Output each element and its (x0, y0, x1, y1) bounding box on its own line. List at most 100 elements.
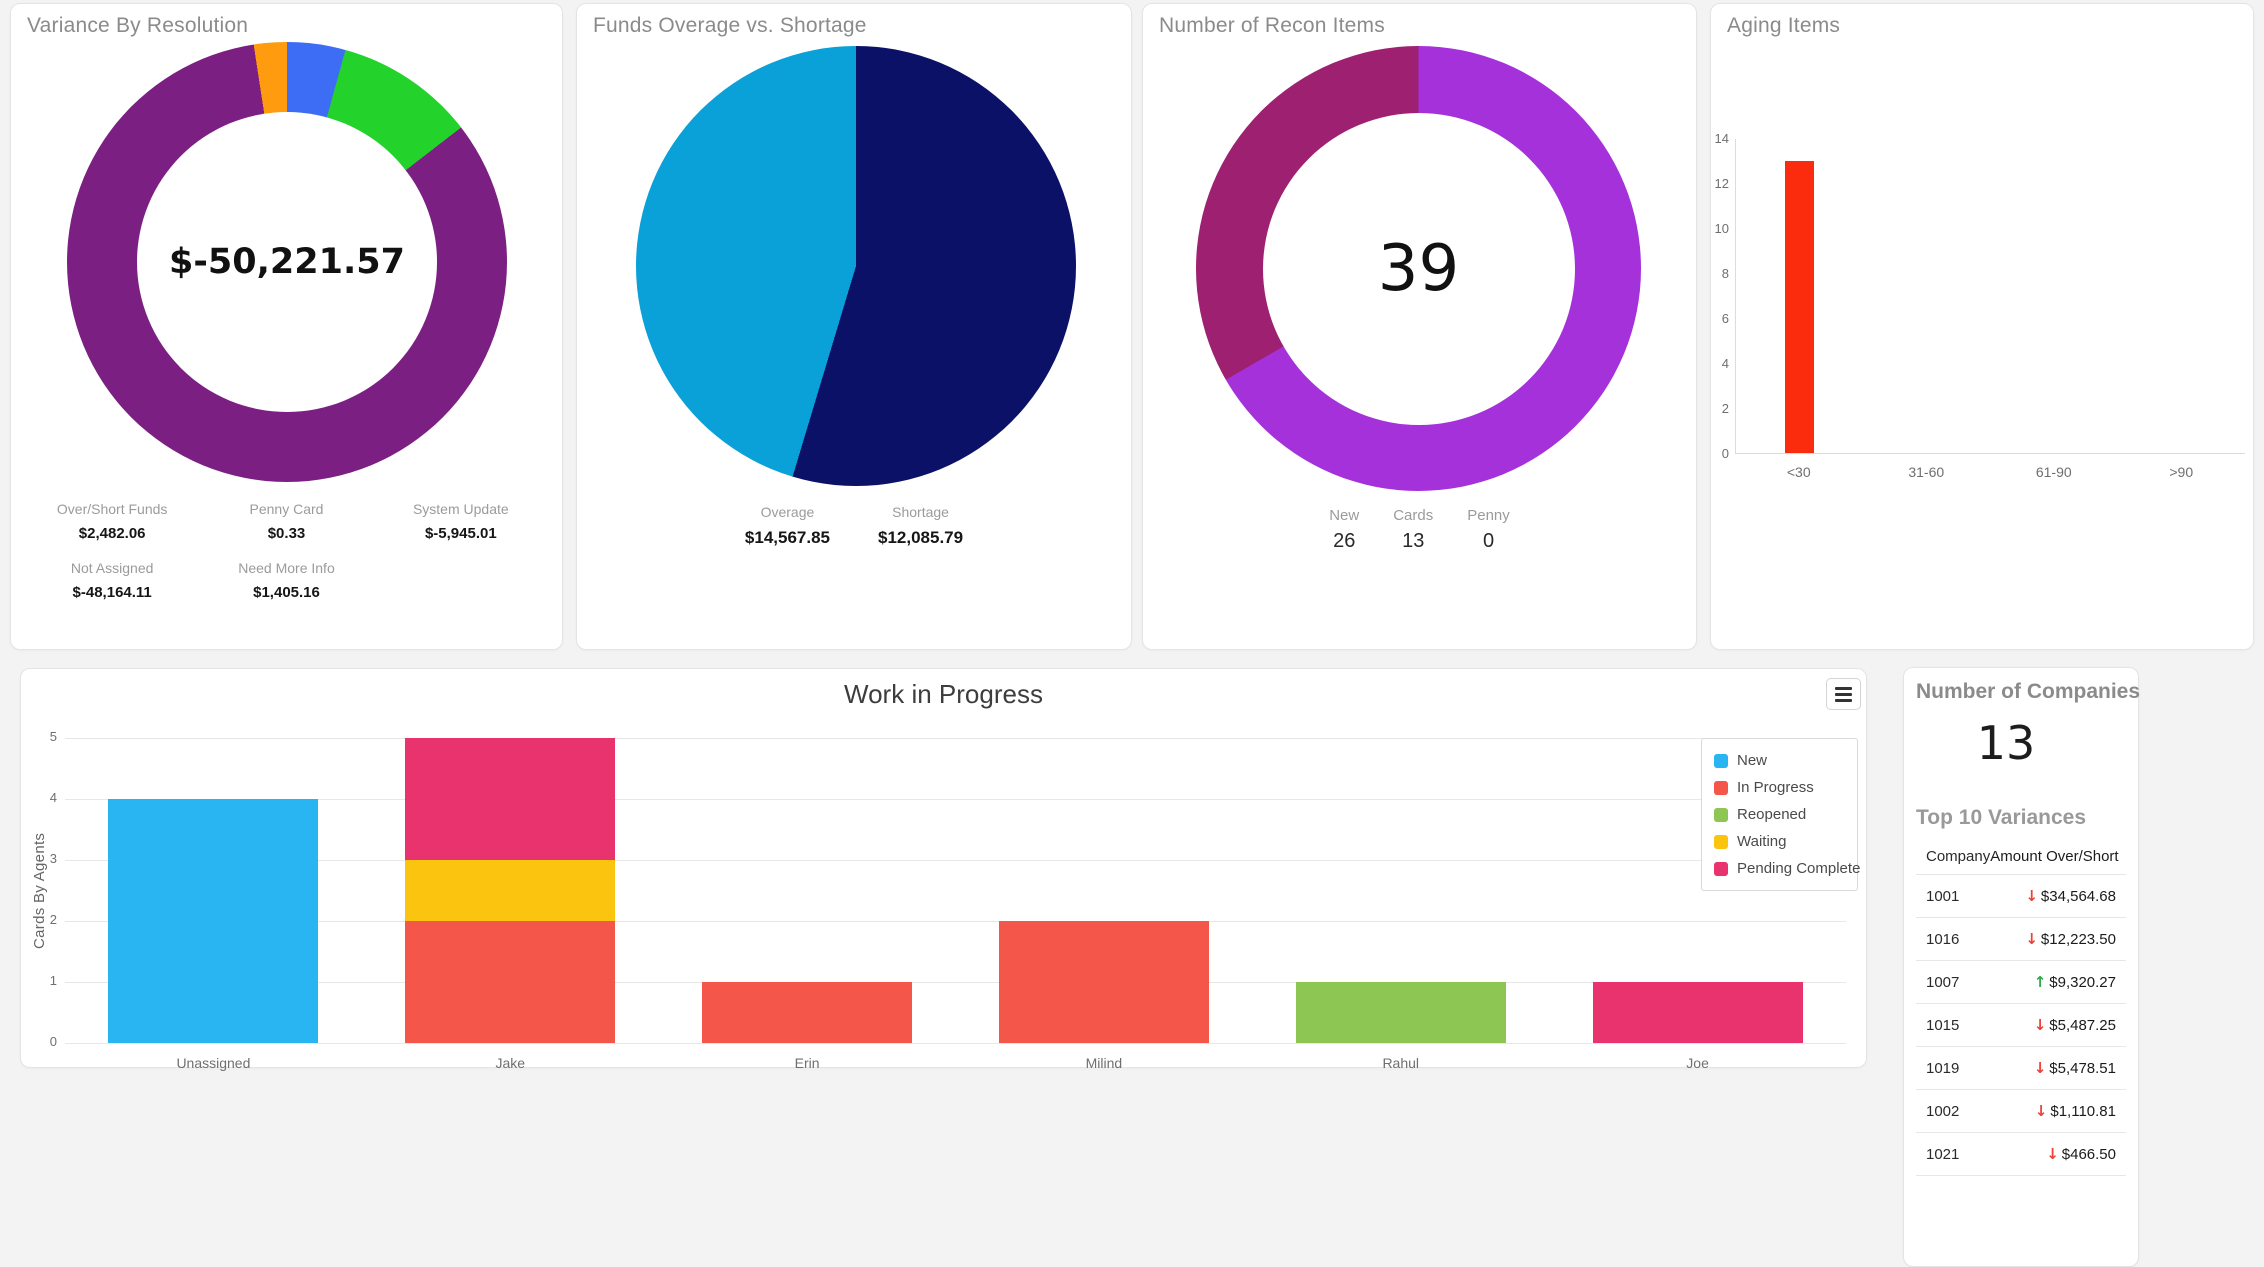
aging-x-category-label: 31-60 (1908, 464, 1945, 480)
wip-bar-Rahul-reopened[interactable] (1295, 982, 1506, 1043)
table-cell-company: 1001 (1926, 887, 1960, 905)
wip-bar-Erin-in-progress[interactable] (702, 982, 913, 1043)
table-row-company-1001[interactable]: 1001 ↓ $34,564.68 (1916, 874, 2126, 917)
variance-up-arrow-icon: ↑ (2033, 973, 2047, 991)
wip-bar-Unassigned-new[interactable] (108, 799, 319, 1043)
aging-y-tick-label: 8 (1721, 266, 1729, 281)
card-number-of-recon-items: Number of Recon Items 39 New 26 Cards 13 Pen… (1142, 3, 1697, 650)
table-cell-amount: ↓ $5,487.25 (2002, 1016, 2126, 1034)
legend-swatch-icon (1714, 753, 1728, 768)
variance-down-arrow-icon: ↓ (2033, 1059, 2047, 1077)
aging-x-category-label: 61-90 (2035, 464, 2072, 480)
aging-bar-<30[interactable] (1785, 160, 1815, 453)
hamburger-icon (1835, 686, 1852, 690)
card-variance-by-resolution: Variance By Resolution $-50,221.57 Over/… (10, 3, 563, 650)
wip-x-category-label: Milind (1085, 1055, 1123, 1071)
aging-y-tick-label: 6 (1721, 311, 1729, 326)
amount-text: $9,320.27 (2049, 974, 2116, 991)
funds-pie-chart[interactable] (636, 46, 1076, 486)
wip-y-tick-label: 0 (49, 1034, 57, 1049)
variance-legend-item: Penny Card $0.33 (199, 501, 373, 542)
wip-bar-Milind-in-progress[interactable] (998, 921, 1209, 1043)
table-row-company-1021[interactable]: 1021 ↓ $466.50 (1916, 1132, 2126, 1175)
wip-legend-label: New (1737, 752, 1768, 769)
variance-legend-label: System Update (412, 501, 509, 517)
wip-legend-item-in-progress[interactable]: In Progress (1714, 779, 1845, 796)
table-cell-company: 1002 (1926, 1102, 1960, 1120)
wip-legend-label: Reopened (1737, 806, 1807, 823)
recon-legend-item: Penny 0 (1467, 507, 1510, 553)
funds-legend-value: $14,567.85 (744, 528, 830, 547)
funds-legend: Overage $14,567.85 Shortage $12,085.79 (577, 504, 1131, 548)
variance-legend-label: Over/Short Funds (56, 501, 168, 517)
card-title-recon: Number of Recon Items (1159, 14, 1385, 37)
wip-legend-item-waiting[interactable]: Waiting (1714, 833, 1845, 850)
variance-legend: Over/Short Funds $2,482.06 Penny Card $0.33… (25, 501, 548, 601)
legend-swatch-icon (1714, 834, 1728, 849)
wip-legend-item-pending-complete[interactable]: Pending Complete (1714, 860, 1860, 877)
recon-legend-value: 26 (1333, 530, 1356, 552)
recon-donut-chart[interactable]: 39 (1196, 46, 1641, 491)
variance-down-arrow-icon: ↓ (2033, 1016, 2047, 1034)
variance-down-arrow-icon: ↓ (2046, 1145, 2059, 1163)
table-row-company-1015[interactable]: 1015 ↓ $5,487.25 (1916, 1003, 2126, 1046)
wip-legend-item-reopened[interactable]: Reopened (1714, 806, 1845, 823)
recon-legend-label: New (1329, 507, 1360, 524)
legend-swatch-icon (1714, 807, 1728, 822)
aging-x-category-label: >90 (2169, 464, 2194, 480)
wip-bar-Jake-waiting[interactable] (405, 860, 616, 921)
legend-swatch-icon (1714, 780, 1728, 795)
table-cell-company: 1007 (1926, 973, 1960, 991)
wip-bar-Joe-pending-complete[interactable] (1592, 982, 1803, 1043)
table-row-company-1007[interactable]: 1007 ↑ $9,320.27 (1916, 960, 2126, 1003)
hamburger-icon (1835, 698, 1852, 702)
wip-gridline (65, 799, 1846, 800)
table-row-partial (1916, 1175, 2126, 1218)
chart-context-menu-button[interactable] (1826, 678, 1861, 710)
funds-legend-value: $12,085.79 (878, 528, 964, 547)
table-header-row: Company Amount Over/Short (1916, 838, 2126, 874)
wip-legend-label: Waiting (1737, 833, 1787, 850)
variance-legend-item: Over/Short Funds $2,482.06 (25, 501, 199, 542)
table-row-company-1019[interactable]: 1019 ↓ $5,478.51 (1916, 1046, 2126, 1089)
wip-x-category-label: Erin (794, 1055, 820, 1071)
funds-pie[interactable] (636, 46, 1076, 486)
recon-legend-label: Penny (1467, 507, 1510, 524)
variance-legend-value: $-5,945.01 (424, 525, 497, 542)
wip-chart-title: Work in Progress (844, 679, 1043, 709)
funds-legend-item: Shortage $12,085.79 (878, 504, 963, 548)
wip-legend-item-new[interactable]: New (1714, 752, 1845, 769)
amount-text: $5,487.25 (2049, 1017, 2116, 1034)
wip-bar-Jake-in-progress[interactable] (405, 921, 616, 1043)
amount-text: $5,478.51 (2049, 1060, 2116, 1077)
wip-gridline (65, 1043, 1846, 1044)
hamburger-icon (1835, 692, 1852, 696)
wip-legend-label: In Progress (1737, 779, 1814, 796)
table-cell-company: 1019 (1926, 1059, 1960, 1077)
recon-legend-item: New 26 (1329, 507, 1359, 553)
card-title-funds: Funds Overage vs. Shortage (593, 14, 867, 37)
variance-down-arrow-icon: ↓ (2025, 930, 2038, 948)
recon-legend-value: 0 (1482, 530, 1495, 552)
amount-text: $1,110.81 (2050, 1103, 2116, 1120)
amount-text: $466.50 (2061, 1146, 2116, 1163)
companies-count-value: 13 (1976, 716, 2036, 770)
wip-gridline (65, 860, 1846, 861)
variance-donut-hole: $-50,221.57 (137, 112, 437, 412)
companies-panel-title: Number of Companies (1916, 680, 2141, 703)
funds-legend-item: Overage $14,567.85 (745, 504, 830, 548)
recon-donut-hole: 39 (1262, 112, 1575, 425)
table-row-company-1002[interactable]: 1002 ↓ $1,110.81 (1916, 1089, 2126, 1132)
table-cell-company: 1015 (1926, 1016, 1960, 1034)
variance-down-arrow-icon: ↓ (2034, 1102, 2048, 1120)
table-cell-company: 1016 (1926, 930, 1960, 948)
aging-y-tick-label: 10 (1714, 221, 1729, 236)
legend-swatch-icon (1714, 861, 1728, 876)
variance-legend-label: Need More Info (238, 560, 335, 576)
table-row-company-1016[interactable]: 1016 ↓ $12,223.50 (1916, 917, 2126, 960)
recon-legend-label: Cards (1393, 507, 1434, 524)
amount-text: $12,223.50 (2040, 931, 2116, 948)
wip-bar-Jake-pending-complete[interactable] (405, 738, 616, 860)
variance-donut-chart[interactable]: $-50,221.57 (67, 42, 507, 482)
variance-down-arrow-icon: ↓ (2025, 887, 2038, 905)
